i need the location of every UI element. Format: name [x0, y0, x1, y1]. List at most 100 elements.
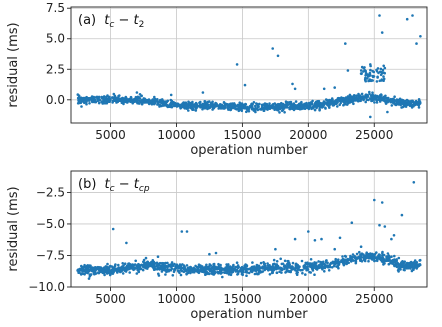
- data-point: [153, 267, 157, 271]
- panel-a-sub1: c: [109, 20, 114, 30]
- data-point: [179, 273, 183, 277]
- data-point: [409, 100, 413, 104]
- data-point: [370, 95, 374, 99]
- data-point: [129, 100, 132, 104]
- data-point: [276, 265, 279, 268]
- outlier-point: [208, 252, 211, 256]
- data-point: [376, 76, 379, 79]
- data-point: [306, 261, 309, 265]
- data-point: [323, 270, 326, 273]
- data-point: [357, 256, 360, 260]
- data-point: [399, 261, 403, 265]
- data-point: [128, 263, 132, 266]
- data-point: [345, 262, 349, 266]
- data-point: [194, 104, 197, 107]
- data-point: [279, 257, 283, 261]
- data-point: [79, 99, 82, 103]
- data-point: [240, 271, 244, 274]
- data-point: [310, 265, 314, 268]
- data-point: [386, 252, 390, 255]
- data-point: [236, 264, 240, 267]
- data-point: [375, 80, 379, 83]
- data-point: [200, 104, 204, 108]
- data-point: [273, 102, 277, 105]
- data-point: [407, 263, 410, 267]
- data-point: [137, 270, 141, 274]
- data-point: [104, 265, 108, 268]
- data-point: [229, 108, 233, 112]
- data-point: [313, 273, 316, 277]
- outlier-point: [373, 198, 376, 202]
- outlier-point: [400, 213, 404, 217]
- data-point: [111, 272, 115, 275]
- panel-a-title: (a) tc − t2: [78, 13, 144, 30]
- data-point: [268, 107, 272, 110]
- outlier-point: [415, 42, 418, 45]
- data-point: [189, 265, 192, 269]
- data-point: [129, 96, 133, 99]
- x-tick-label: 5000: [95, 292, 126, 306]
- data-point: [114, 263, 117, 266]
- data-point: [219, 272, 223, 275]
- data-point: [97, 101, 101, 105]
- panel-a-points: [76, 14, 422, 119]
- outlier-point: [350, 221, 354, 224]
- data-point: [386, 96, 390, 100]
- data-point: [416, 101, 420, 104]
- data-point: [166, 265, 169, 268]
- data-point: [297, 107, 300, 110]
- data-point: [164, 273, 167, 276]
- data-point: [334, 261, 337, 265]
- data-point: [143, 101, 146, 104]
- data-point: [232, 264, 235, 268]
- data-point: [418, 263, 422, 267]
- data-point: [99, 268, 103, 271]
- data-point: [84, 268, 87, 272]
- data-point: [368, 254, 371, 257]
- data-point: [223, 271, 227, 275]
- data-point: [362, 253, 365, 256]
- panel-b-title: (b) tc − tcp: [78, 177, 150, 194]
- outlier-point: [293, 87, 297, 91]
- data-point: [250, 267, 254, 271]
- data-point: [393, 254, 396, 258]
- data-point: [328, 264, 332, 268]
- data-point: [205, 265, 209, 269]
- data-point: [198, 101, 201, 105]
- data-point: [400, 99, 404, 103]
- data-point: [365, 93, 369, 97]
- data-point: [418, 101, 422, 105]
- data-point: [89, 268, 92, 272]
- data-point: [141, 102, 144, 105]
- outlier-point: [291, 82, 294, 86]
- data-point: [352, 95, 356, 99]
- data-point: [291, 261, 295, 265]
- data-point: [327, 269, 331, 272]
- y-tick-label: −10.0: [28, 280, 65, 294]
- data-point: [134, 259, 137, 263]
- data-point: [91, 100, 94, 103]
- data-point: [314, 264, 318, 267]
- data-point: [205, 102, 208, 105]
- data-point: [144, 263, 147, 267]
- data-point: [165, 100, 168, 104]
- data-point: [294, 262, 298, 266]
- data-point: [383, 262, 386, 265]
- data-point: [223, 102, 226, 105]
- data-point: [229, 273, 233, 277]
- data-point: [156, 103, 159, 106]
- data-point: [311, 269, 315, 272]
- data-point: [405, 263, 408, 266]
- outlier-point: [392, 234, 396, 237]
- data-point: [251, 261, 254, 264]
- outlier-point: [405, 17, 409, 21]
- data-point: [349, 254, 352, 258]
- data-point: [101, 271, 104, 275]
- data-point: [360, 260, 364, 263]
- data-point: [313, 108, 317, 112]
- data-point: [364, 79, 368, 83]
- data-point: [309, 258, 313, 261]
- panel-b-t2: t: [134, 177, 140, 192]
- data-point: [403, 100, 407, 103]
- data-point: [254, 107, 257, 111]
